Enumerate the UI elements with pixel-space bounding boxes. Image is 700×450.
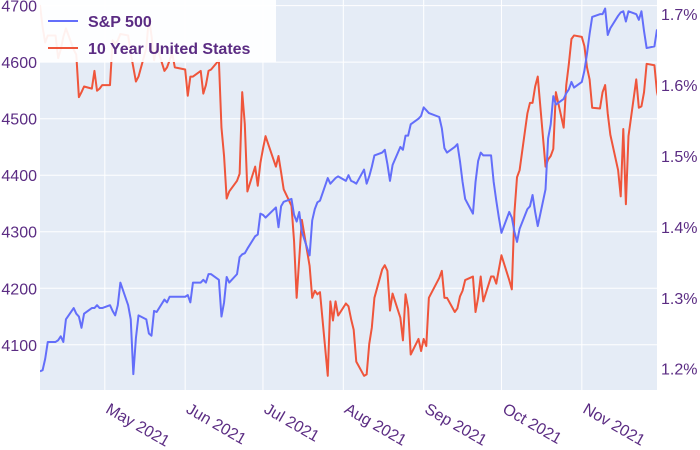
- x-tick-label: Jul 2021: [261, 401, 322, 446]
- series-line-sp500[interactable]: [40, 7, 657, 376]
- x-tick-label: Oct 2021: [499, 401, 564, 448]
- vertical-gridlines: [104, 0, 583, 390]
- legend-label-sp500: S&P 500: [88, 14, 152, 31]
- x-axis-ticks: May 2021 Jun 2021 Jul 2021 Aug 2021 Sep 2021…: [103, 401, 648, 450]
- legend-background: [40, 0, 276, 62]
- right-tick-label: 1.6%: [661, 78, 697, 95]
- left-tick-label: 4600: [1, 55, 37, 72]
- right-tick-label: 1.4%: [661, 220, 697, 237]
- legend-label-10-year: 10 Year United States: [88, 41, 251, 58]
- plot-area: [40, 0, 657, 390]
- left-tick-label: 4700: [1, 0, 37, 16]
- left-tick-label: 4200: [1, 281, 37, 298]
- right-tick-label: 1.2%: [661, 362, 697, 379]
- left-tick-label: 4100: [1, 338, 37, 355]
- x-tick-label: Sep 2021: [422, 401, 490, 450]
- right-tick-label: 1.7%: [661, 7, 697, 24]
- left-axis-ticks: 4100 4200 4300 4400 4500 4600 4700: [1, 0, 37, 355]
- right-axis-ticks: 1.2% 1.3% 1.4% 1.5% 1.6% 1.7%: [661, 7, 697, 379]
- left-tick-label: 4400: [1, 168, 37, 185]
- left-tick-label: 4500: [1, 112, 37, 129]
- right-tick-label: 1.5%: [661, 149, 697, 166]
- x-tick-label: Aug 2021: [341, 401, 409, 450]
- right-tick-label: 1.3%: [661, 291, 697, 308]
- x-tick-label: Nov 2021: [580, 401, 648, 450]
- x-tick-label: Jun 2021: [183, 401, 249, 449]
- x-tick-label: May 2021: [103, 401, 172, 450]
- left-tick-label: 4300: [1, 225, 37, 242]
- legend[interactable]: S&P 500 10 Year United States: [40, 0, 276, 62]
